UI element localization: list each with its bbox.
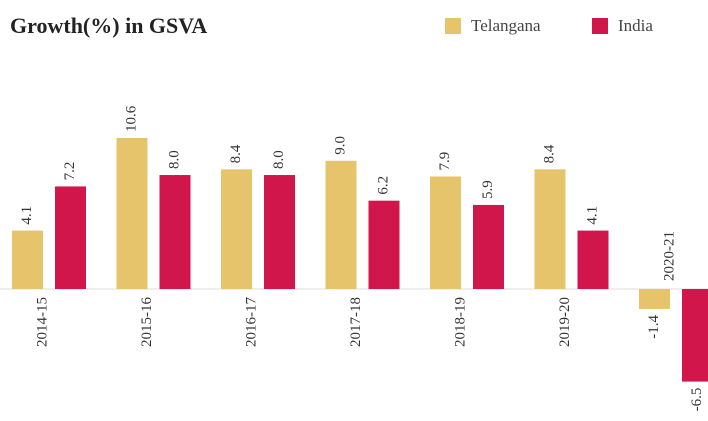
data-label: -1.4 <box>646 314 662 338</box>
data-label: 6.2 <box>375 176 391 195</box>
bar <box>682 289 708 382</box>
bar <box>473 204 504 289</box>
bar <box>368 200 400 289</box>
data-label: -6.5 <box>689 388 705 412</box>
bar <box>577 230 609 289</box>
bar <box>55 186 86 289</box>
bar <box>159 175 191 289</box>
data-label: 8.0 <box>166 150 182 169</box>
bar <box>12 230 43 289</box>
data-label: 4.1 <box>584 206 600 225</box>
legend-swatch <box>592 18 608 34</box>
x-tick-label: 2016-17 <box>243 297 259 347</box>
bar <box>221 169 252 289</box>
x-tick-label: 2014-15 <box>34 297 50 347</box>
legend-label: India <box>618 16 653 35</box>
bar <box>116 138 148 289</box>
bar <box>325 160 357 289</box>
data-label: 9.0 <box>332 136 348 155</box>
bar <box>264 175 295 289</box>
data-label: 8.0 <box>271 150 287 169</box>
legend-swatch <box>445 18 461 34</box>
data-label: 8.4 <box>228 144 244 163</box>
data-label: 5.9 <box>480 180 496 199</box>
legend-label: Telangana <box>471 16 541 35</box>
data-label: 8.4 <box>541 144 557 163</box>
x-tick-label: 2020-21 <box>661 231 677 281</box>
chart-title: Growth(%) in GSVA <box>10 13 207 38</box>
data-label: 10.6 <box>123 105 139 132</box>
bar <box>430 176 461 289</box>
x-tick-label: 2017-18 <box>348 297 364 347</box>
data-label: 7.2 <box>62 162 78 181</box>
data-label: 7.9 <box>437 152 453 171</box>
data-label: 4.1 <box>19 206 35 225</box>
x-tick-label: 2018-19 <box>452 297 468 347</box>
x-tick-label: 2019-20 <box>557 297 573 347</box>
bar <box>639 289 670 309</box>
bar <box>534 169 566 289</box>
x-tick-label: 2015-16 <box>139 297 155 347</box>
